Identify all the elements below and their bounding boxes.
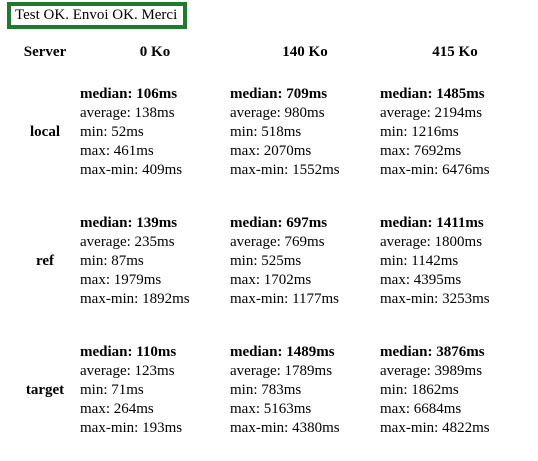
status-message: Test OK. Envoi OK. Merci [7,2,187,29]
stat-cell: median: 1411ms average: 1800ms min: 1142… [380,197,530,326]
stat-max-min: max-min: 409ms [80,162,183,178]
stat-average: average: 2194ms [380,105,483,121]
stat-max: max: 1979ms [80,272,162,288]
status-text: Test OK. Envoi OK. Merci [15,7,178,23]
stat-max-min: max-min: 4380ms [230,420,340,436]
stat-min: min: 52ms [80,124,144,140]
stat-max: max: 5163ms [230,401,312,417]
stat-cell: median: 3876ms average: 3989ms min: 1862… [380,326,530,455]
stat-max: max: 6684ms [380,401,462,417]
stat-max-min: max-min: 1552ms [230,162,340,178]
stat-min: min: 71ms [80,382,144,398]
stat-max-min: max-min: 193ms [80,420,183,436]
stat-cell: median: 1489ms average: 1789ms min: 783m… [230,326,380,455]
stat-min: min: 518ms [230,124,302,140]
stat-average: average: 123ms [80,363,175,379]
stat-min: min: 1216ms [380,124,459,140]
stat-median: median: 1485ms [380,86,485,102]
stat-average: average: 769ms [230,234,325,250]
header-row: Server 0 Ko 140 Ko 415 Ko [10,36,530,68]
stat-median: median: 697ms [230,215,328,231]
stat-min: min: 1142ms [380,253,459,269]
server-name: local [30,124,60,140]
stat-max-min: max-min: 1892ms [80,291,190,307]
stat-average: average: 3989ms [380,363,483,379]
stat-max: max: 7692ms [380,143,462,159]
header-415ko: 415 Ko [432,43,478,60]
stat-average: average: 1800ms [380,234,483,250]
stat-cell: median: 110ms average: 123ms min: 71ms m… [80,326,230,455]
server-name: target [25,382,65,398]
stat-cell: median: 1485ms average: 2194ms min: 1216… [380,68,530,197]
stat-min: min: 87ms [80,253,144,269]
stat-max: max: 4395ms [380,272,462,288]
header-140ko: 140 Ko [282,43,328,60]
stat-median: median: 110ms [80,344,177,360]
stat-max-min: max-min: 4822ms [380,420,490,436]
stat-cell: median: 106ms average: 138ms min: 52ms m… [80,68,230,197]
stat-cell: median: 139ms average: 235ms min: 87ms m… [80,197,230,326]
stat-median: median: 709ms [230,86,328,102]
stat-cell: median: 697ms average: 769ms min: 525ms … [230,197,380,326]
stat-average: average: 1789ms [230,363,333,379]
stat-median: median: 3876ms [380,344,485,360]
stat-min: min: 1862ms [380,382,459,398]
results-table: Server 0 Ko 140 Ko 415 Ko local median: … [10,36,530,455]
stat-max-min: max-min: 6476ms [380,162,490,178]
table-row: target median: 110ms average: 123ms min:… [10,326,530,455]
header-0ko: 0 Ko [139,43,171,60]
stat-max: max: 264ms [80,401,154,417]
stat-max-min: max-min: 3253ms [380,291,490,307]
stat-median: median: 106ms [80,86,178,102]
stat-average: average: 235ms [80,234,175,250]
table-row: ref median: 139ms average: 235ms min: 87… [10,197,530,326]
table-row: local median: 106ms average: 138ms min: … [10,68,530,197]
header-server: Server [23,43,67,60]
stat-max: max: 1702ms [230,272,312,288]
stat-average: average: 980ms [230,105,325,121]
stat-median: median: 139ms [80,215,178,231]
stat-average: average: 138ms [80,105,175,121]
stat-median: median: 1489ms [230,344,335,360]
stat-max: max: 2070ms [230,143,312,159]
stat-min: min: 525ms [230,253,302,269]
stat-max: max: 461ms [80,143,154,159]
stat-cell: median: 709ms average: 980ms min: 518ms … [230,68,380,197]
server-name: ref [35,253,55,269]
stat-max-min: max-min: 1177ms [230,291,340,307]
stat-median: median: 1411ms [380,215,484,231]
stat-min: min: 783ms [230,382,302,398]
